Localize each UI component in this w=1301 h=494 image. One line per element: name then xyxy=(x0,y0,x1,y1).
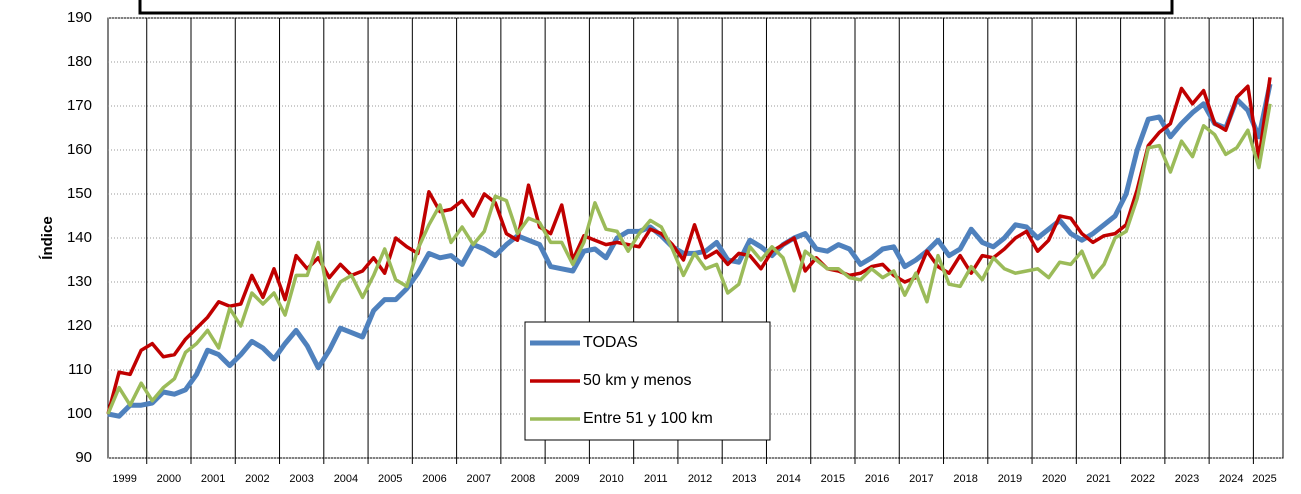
y-tick-label: 90 xyxy=(75,449,92,466)
y-tick-label: 150 xyxy=(67,185,92,202)
lines xyxy=(106,77,1273,419)
x-tick-label: 2012 xyxy=(688,473,712,485)
legend-label: TODAS xyxy=(583,334,638,351)
x-tick-label: 2009 xyxy=(555,473,579,485)
y-axis-label: Índice xyxy=(39,216,56,259)
x-tick-label: 2003 xyxy=(289,473,313,485)
legend: TODAS 50 km y menos Entre 51 y 100 km xyxy=(524,321,771,441)
y-tick-label: 130 xyxy=(67,273,92,290)
y-tick-label: 180 xyxy=(67,53,92,70)
y-tick-label: 110 xyxy=(68,361,92,378)
legend-label: Entre 51 y 100 km xyxy=(583,410,713,427)
x-tick-label: 2019 xyxy=(998,473,1022,485)
title-box xyxy=(138,0,1174,15)
x-tick-label: 2024 xyxy=(1219,473,1243,485)
series-line xyxy=(106,77,1272,415)
x-tick-label: 2000 xyxy=(157,473,181,485)
y-tick-label: 120 xyxy=(67,317,92,334)
x-tick-label: 2023 xyxy=(1175,473,1199,485)
x-tick-label: 2022 xyxy=(1130,473,1154,485)
x-tick-label: 2004 xyxy=(334,473,358,485)
x-tick-label: 2001 xyxy=(201,473,225,485)
y-tick-label: 170 xyxy=(67,97,92,114)
x-tick-label: 2002 xyxy=(245,473,269,485)
y-tick-label: 160 xyxy=(67,141,92,158)
x-tick-label: 2010 xyxy=(599,473,623,485)
x-tick-label: 2020 xyxy=(1042,473,1066,485)
y-tick-label: 100 xyxy=(67,405,92,422)
x-tick-label: 2014 xyxy=(776,473,800,485)
x-tick-label: 2016 xyxy=(865,473,889,485)
x-tick-label: 2025 xyxy=(1252,473,1276,485)
grid: 90 100 110 120 130 140 150 160 170 180 190 1999 2000… xyxy=(67,9,1284,485)
x-tick-label: 2008 xyxy=(511,473,535,485)
x-tick-label: 2017 xyxy=(909,473,933,485)
x-tick-label: 2015 xyxy=(821,473,845,485)
series-line xyxy=(106,103,1272,415)
legend-label: 50 km y menos xyxy=(583,372,691,389)
x-tick-label: 2006 xyxy=(422,473,446,485)
x-tick-label: 2011 xyxy=(644,473,668,485)
x-tick-label: 2021 xyxy=(1086,473,1110,485)
y-tick-label: 190 xyxy=(67,9,92,26)
y-tick-label: 140 xyxy=(67,229,92,246)
series-line xyxy=(107,83,1273,419)
x-tick-label: 2018 xyxy=(953,473,977,485)
x-tick-label: 2013 xyxy=(732,473,756,485)
x-tick-label: 1999 xyxy=(112,473,136,485)
x-tick-label: 2007 xyxy=(466,473,490,485)
x-tick-label: 2005 xyxy=(378,473,402,485)
